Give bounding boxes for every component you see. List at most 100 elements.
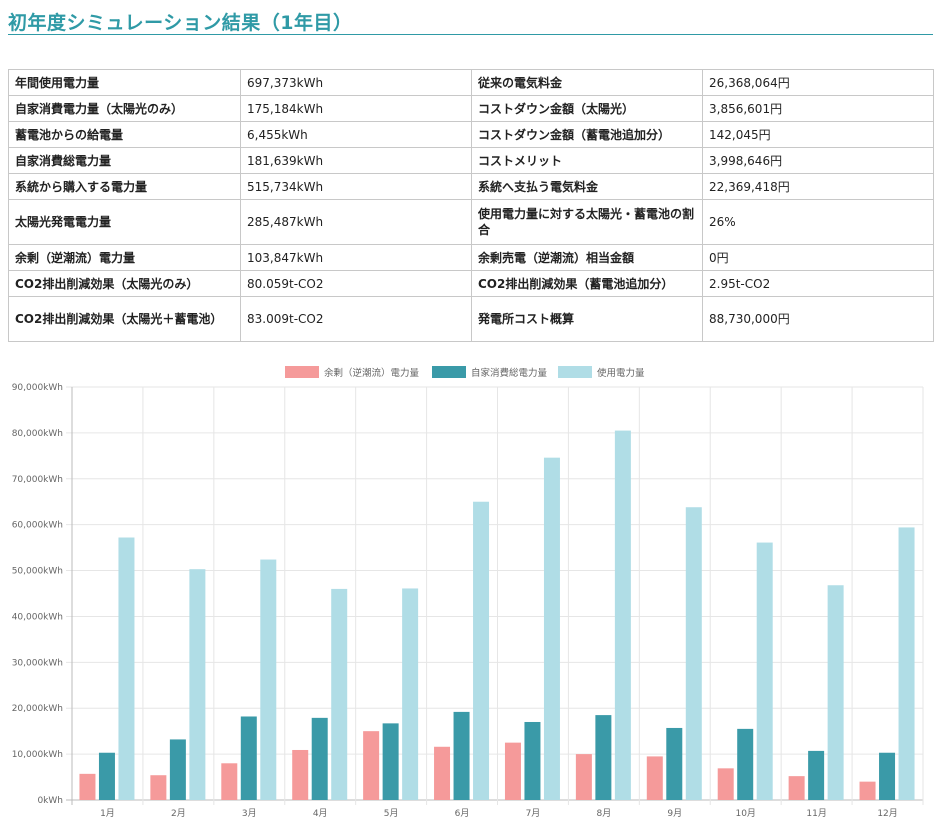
bar: [453, 711, 470, 800]
legend-label: 使用電力量: [597, 367, 645, 379]
summary-value: 285,487kWh: [240, 199, 472, 245]
bar: [150, 775, 167, 800]
summary-value: 80.059t-CO2: [240, 270, 472, 297]
monthly-energy-bar-chart: 余剰（逆潮流）電力量 自家消費総電力量 使用電力量 0kWh 10,000kWh 20,0…: [12, 366, 924, 819]
summary-label: CO2排出削減効果（太陽光のみ）: [8, 270, 241, 297]
bar: [737, 728, 754, 800]
summary-row: 余剰（逆潮流）電力量 103,847kWh 余剰売電（逆潮流）相当金額 0円: [8, 244, 934, 271]
bar: [859, 781, 876, 800]
summary-value: 26,368,064円: [702, 69, 934, 96]
bar: [879, 752, 896, 800]
legend-label: 自家消費総電力量: [471, 367, 548, 379]
summary-label: 余剰（逆潮流）電力量: [8, 244, 241, 271]
bar: [543, 457, 560, 800]
legend-swatch: [285, 366, 319, 378]
y-tick-label: 80,000kWh: [12, 429, 63, 439]
summary-value: 697,373kWh: [240, 69, 472, 96]
summary-value: 88,730,000円: [702, 296, 934, 342]
x-tick-label: 7月: [526, 808, 541, 819]
bar: [575, 754, 592, 800]
bar: [827, 585, 844, 800]
title-divider: [8, 34, 933, 35]
bar: [473, 501, 490, 800]
summary-label: 発電所コスト概算: [471, 296, 703, 342]
y-tick-label: 0kWh: [37, 796, 63, 806]
x-tick-label: 3月: [242, 808, 257, 819]
legend-swatch: [558, 366, 592, 378]
summary-value: 142,045円: [702, 121, 934, 148]
x-tick-label: 10月: [735, 808, 755, 819]
y-tick-label: 70,000kWh: [12, 475, 63, 485]
bar: [169, 739, 186, 800]
legend-swatch: [432, 366, 466, 378]
summary-label: CO2排出削減効果（蓄電池追加分）: [471, 270, 703, 297]
summary-label: コストメリット: [471, 147, 703, 174]
bar: [666, 727, 683, 800]
bar: [898, 527, 915, 800]
summary-table: 年間使用電力量 697,373kWh 従来の電気料金 26,368,064円 自家消費電…: [8, 69, 934, 342]
summary-label: 系統へ支払う電気料金: [471, 173, 703, 200]
summary-row: CO2排出削減効果（太陽光＋蓄電池） 83.009t-CO2 発電所コスト概算 88,…: [8, 296, 934, 342]
summary-row: 太陽光発電電力量 285,487kWh 使用電力量に対する太陽光・蓄電池の割合 26%: [8, 199, 934, 245]
summary-row: 蓄電池からの給電量 6,455kWh コストダウン金額（蓄電池追加分） 142,045…: [8, 121, 934, 148]
y-tick-label: 10,000kWh: [12, 750, 63, 760]
summary-value: 26%: [702, 199, 934, 245]
summary-value: 22,369,418円: [702, 173, 934, 200]
x-tick-label: 8月: [597, 808, 612, 819]
x-tick-label: 12月: [877, 808, 897, 819]
bar: [98, 752, 115, 800]
summary-label: 年間使用電力量: [8, 69, 241, 96]
y-tick-label: 50,000kWh: [12, 567, 63, 577]
x-tick-label: 11月: [806, 808, 826, 819]
bar: [240, 716, 257, 800]
y-tick-label: 90,000kWh: [12, 383, 63, 393]
x-tick-label: 5月: [384, 808, 399, 819]
summary-label: 系統から購入する電力量: [8, 173, 241, 200]
summary-row: 自家消費電力量（太陽光のみ） 175,184kWh コストダウン金額（太陽光） 3,8…: [8, 95, 934, 122]
bar: [614, 430, 631, 800]
y-tick-label: 30,000kWh: [12, 658, 63, 668]
bar: [646, 756, 663, 800]
summary-value: 3,998,646円: [702, 147, 934, 174]
summary-label: コストダウン金額（蓄電池追加分）: [471, 121, 703, 148]
summary-label: 蓄電池からの給電量: [8, 121, 241, 148]
summary-label: 自家消費総電力量: [8, 147, 241, 174]
y-tick-label: 40,000kWh: [12, 612, 63, 622]
summary-label: CO2排出削減効果（太陽光＋蓄電池）: [8, 296, 241, 342]
summary-label: 使用電力量に対する太陽光・蓄電池の割合: [471, 199, 703, 245]
bar: [788, 776, 805, 800]
x-tick-label: 2月: [171, 808, 186, 819]
summary-label: 従来の電気料金: [471, 69, 703, 96]
y-tick-label: 20,000kWh: [12, 704, 63, 714]
x-tick-label: 1月: [100, 808, 115, 819]
bar: [260, 559, 277, 800]
bar: [221, 763, 238, 800]
summary-row: 系統から購入する電力量 515,734kWh 系統へ支払う電気料金 22,369,41…: [8, 173, 934, 200]
bar: [331, 588, 348, 800]
bar: [808, 750, 825, 800]
bar: [595, 715, 612, 800]
bar: [311, 717, 328, 800]
summary-row: CO2排出削減効果（太陽光のみ） 80.059t-CO2 CO2排出削減効果（蓄電池…: [8, 270, 934, 297]
bar: [524, 721, 541, 800]
bar: [402, 588, 419, 800]
summary-label: 余剰売電（逆潮流）相当金額: [471, 244, 703, 271]
bar: [363, 731, 380, 800]
summary-value: 2.95t-CO2: [702, 270, 934, 297]
x-tick-label: 6月: [455, 808, 470, 819]
summary-value: 103,847kWh: [240, 244, 472, 271]
summary-value: 181,639kWh: [240, 147, 472, 174]
summary-value: 0円: [702, 244, 934, 271]
bar: [382, 723, 399, 800]
bar: [79, 773, 96, 800]
summary-value: 175,184kWh: [240, 95, 472, 122]
bar: [292, 749, 309, 800]
bar: [504, 742, 521, 800]
summary-label: 太陽光発電電力量: [8, 199, 241, 245]
x-tick-label: 4月: [313, 808, 328, 819]
bar: [685, 507, 702, 800]
summary-value: 3,856,601円: [702, 95, 934, 122]
y-tick-label: 60,000kWh: [12, 521, 63, 531]
bar: [756, 542, 773, 800]
summary-label: 自家消費電力量（太陽光のみ）: [8, 95, 241, 122]
